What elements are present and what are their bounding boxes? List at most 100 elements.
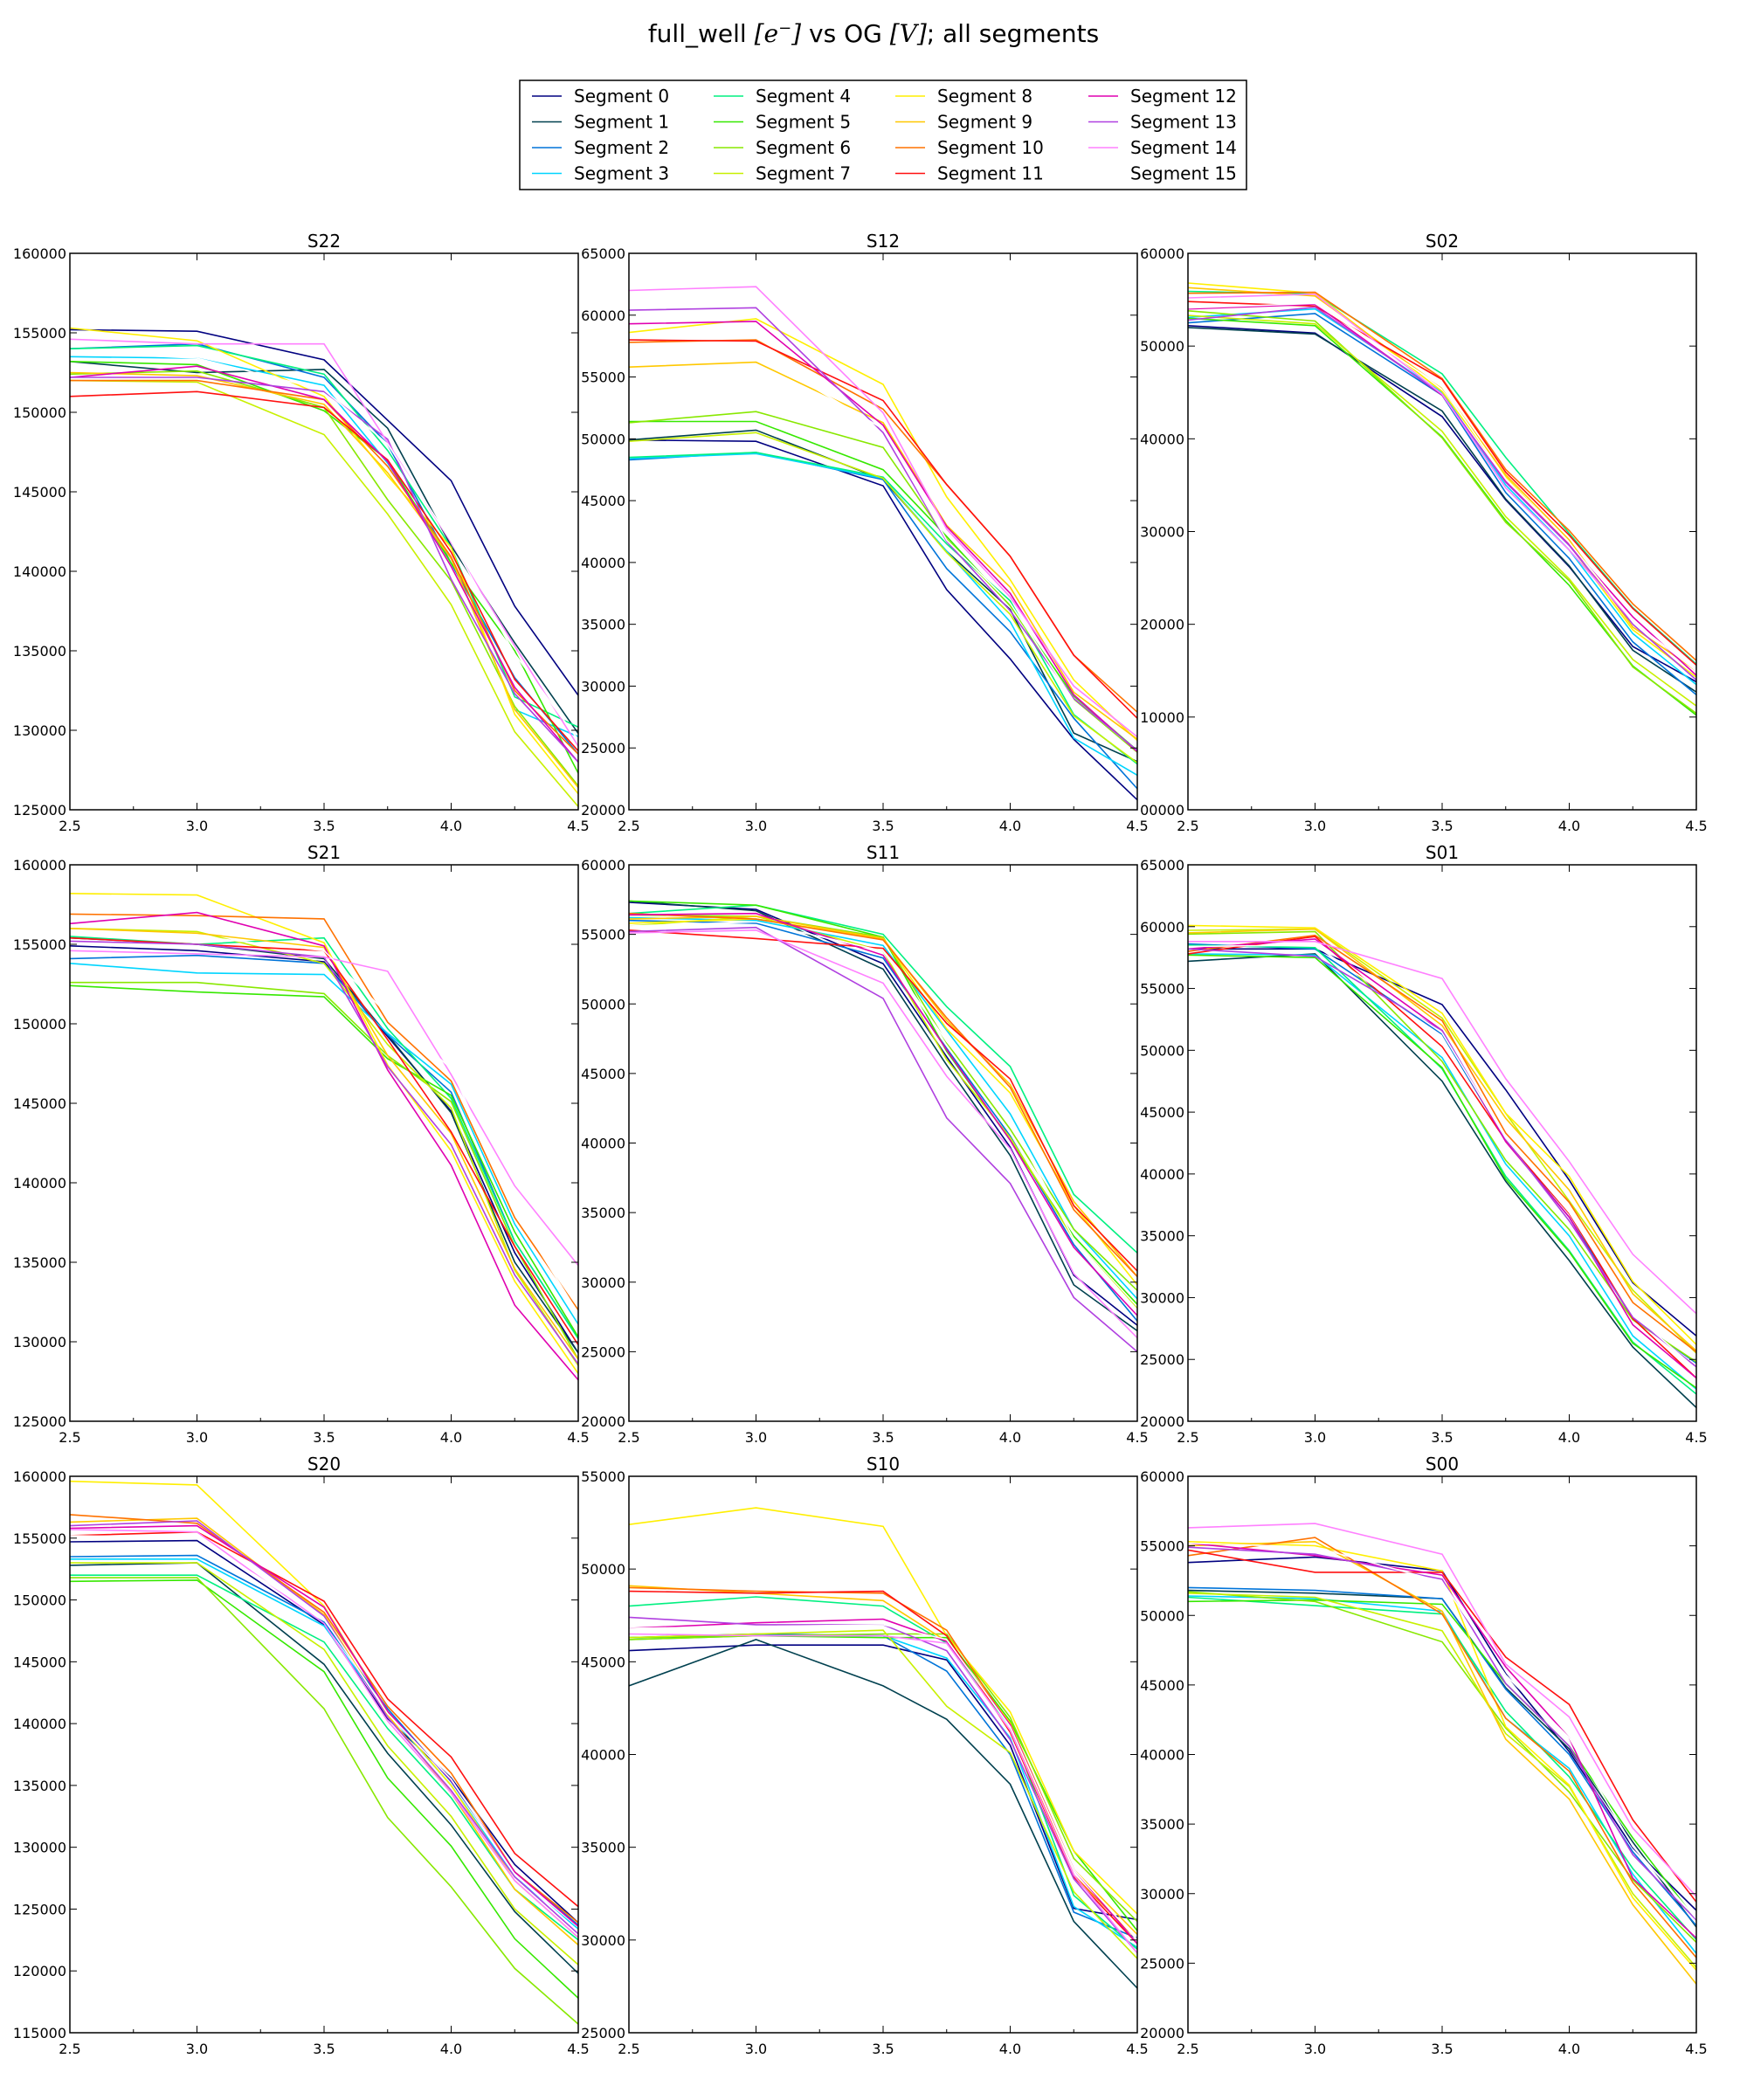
x-tick-label: 3.0 [745, 2041, 767, 2057]
y-tick-label: 25000 [581, 740, 625, 756]
series-line-segment-14 [629, 929, 1137, 1339]
series-line-segment-0 [629, 901, 1137, 1326]
y-tick-label: 150000 [13, 1592, 66, 1609]
series-group [1188, 282, 1696, 716]
series-line-segment-6 [70, 1577, 578, 2025]
series-line-segment-12 [1188, 1542, 1696, 1939]
x-tick-label: 4.0 [1558, 1429, 1580, 1446]
plot-frame [69, 252, 579, 811]
series-line-segment-7 [1188, 928, 1696, 1354]
x-tick-label: 2.5 [59, 818, 80, 834]
x-tick-label: 3.5 [313, 818, 335, 834]
series-line-segment-9 [70, 371, 578, 789]
x-tick-label: 2.5 [618, 1429, 639, 1446]
x-tick-label: 4.0 [999, 818, 1021, 834]
series-line-segment-12 [629, 912, 1137, 1316]
series-group [1188, 1523, 1696, 1985]
series-line-segment-1 [1188, 1589, 1696, 1928]
figure-title: full_well [e−] vs OG [V]; all segments [648, 19, 1099, 48]
y-tick-label: 40000 [581, 555, 625, 571]
title-part: ; all segments [927, 19, 1099, 48]
x-tick-label: 3.0 [186, 1429, 208, 1446]
x-tick-label: 4.5 [1126, 1429, 1148, 1446]
series-line-segment-10 [1188, 1537, 1696, 1958]
series-line-segment-13 [70, 940, 578, 1364]
y-tick-label: 140000 [13, 563, 66, 580]
series-line-segment-0 [70, 945, 578, 1354]
x-tick-label: 3.0 [745, 1429, 767, 1446]
series-line-segment-13 [629, 926, 1137, 1353]
y-tick-label: 45000 [1140, 1677, 1184, 1694]
series-line-segment-14 [70, 338, 578, 747]
series-line-segment-8 [1188, 924, 1696, 1345]
y-tick-label: 55000 [1140, 981, 1184, 998]
series-line-segment-15 [629, 352, 1137, 755]
series-line-segment-11 [1188, 300, 1696, 666]
y-tick-label: 65000 [1140, 857, 1184, 874]
series-line-segment-1 [629, 900, 1137, 1332]
y-tick-label: 145000 [13, 1654, 66, 1670]
legend-label-segment-2: Segment 2 [574, 137, 669, 158]
y-tick-label: 20000 [581, 802, 625, 819]
series-line-segment-2 [70, 954, 578, 1339]
legend-label-segment-1: Segment 1 [574, 112, 669, 133]
title-part: − [778, 19, 791, 38]
y-tick-label: 135000 [13, 1778, 66, 1794]
x-tick-label: 3.0 [1304, 818, 1326, 834]
x-tick-label: 3.5 [1431, 1429, 1453, 1446]
y-tick-label: 60000 [581, 857, 625, 874]
y-tick-label: 130000 [13, 1334, 66, 1350]
legend-label-segment-5: Segment 5 [756, 112, 851, 133]
series-line-segment-6 [1188, 310, 1696, 715]
series-line-segment-12 [70, 365, 578, 763]
y-tick-label: 60000 [581, 307, 625, 324]
series-line-segment-2 [629, 452, 1137, 790]
series-line-segment-8 [629, 318, 1137, 742]
series-line-segment-1 [1188, 327, 1696, 693]
series-line-segment-0 [70, 328, 578, 696]
series-line-segment-15 [70, 930, 578, 1314]
series-line-segment-8 [1188, 1541, 1696, 1971]
subplot-s10: S10 2.5 3.0 3.5 4.0 4.5 25000 30000 35000 40000 45… [581, 1454, 1149, 2057]
series-line-segment-7 [1188, 1592, 1696, 1968]
series-line-segment-6 [70, 981, 578, 1360]
series-line-segment-11 [70, 390, 578, 752]
series-line-segment-6 [629, 914, 1137, 1291]
y-tick-label: 160000 [13, 857, 66, 874]
y-tick-label: 145000 [13, 1095, 66, 1112]
y-tick-label: 55000 [1140, 1538, 1184, 1555]
x-tick-label: 4.5 [567, 818, 589, 834]
y-tick-label: 20000 [1140, 617, 1184, 633]
x-tick-label: 4.0 [440, 818, 462, 834]
series-line-segment-14 [70, 950, 578, 1267]
y-tick-label: 125000 [13, 802, 66, 819]
subplot-title: S01 [1426, 842, 1459, 863]
y-tick-label: 140000 [13, 1716, 66, 1732]
series-line-segment-12 [70, 911, 578, 1381]
y-tick-label: 60000 [1140, 245, 1184, 262]
series-line-segment-13 [629, 307, 1137, 751]
y-tick-label: 50000 [1140, 338, 1184, 355]
y-tick-label: 35000 [1140, 1816, 1184, 1833]
series-line-segment-6 [1188, 930, 1696, 1363]
y-tick-label: 00000 [1140, 802, 1184, 819]
x-tick-label: 3.0 [186, 818, 208, 834]
series-line-segment-12 [1188, 303, 1696, 676]
series-line-segment-6 [629, 1633, 1137, 1923]
y-tick-label: 150000 [13, 1016, 66, 1033]
series-line-segment-10 [629, 912, 1137, 1277]
y-tick-label: 45000 [581, 1654, 625, 1670]
plot-frame [1187, 252, 1697, 811]
series-line-segment-15 [70, 351, 578, 741]
y-tick-label: 40000 [581, 1747, 625, 1764]
y-tick-label: 40000 [581, 1136, 625, 1152]
series-line-segment-1 [70, 936, 578, 1354]
series-line-segment-12 [1188, 938, 1696, 1379]
series-line-segment-9 [1188, 287, 1696, 672]
legend-label-segment-15: Segment 15 [1130, 163, 1237, 184]
x-tick-label: 4.5 [1685, 1429, 1707, 1446]
series-line-segment-7 [70, 928, 578, 1366]
y-tick-label: 25000 [581, 1344, 625, 1360]
legend-label-segment-9: Segment 9 [937, 112, 1032, 133]
series-line-segment-10 [629, 339, 1137, 713]
